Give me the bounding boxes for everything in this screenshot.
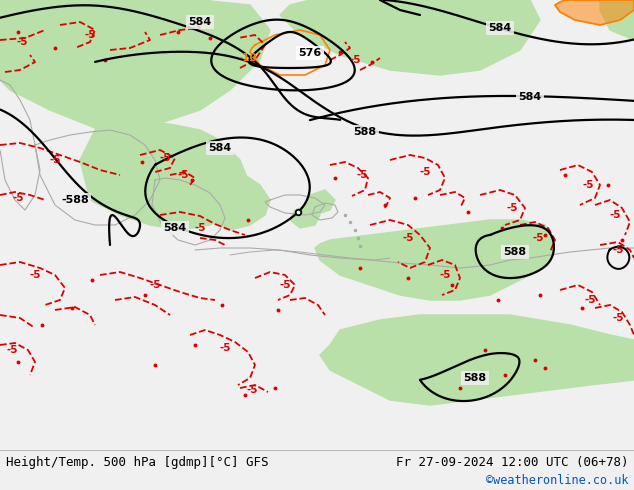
Text: -5: -5	[178, 170, 189, 180]
Text: -5: -5	[419, 167, 430, 177]
Text: -5: -5	[439, 270, 451, 280]
Text: -5: -5	[49, 155, 61, 165]
Text: -5: -5	[533, 233, 544, 243]
Text: -5: -5	[12, 193, 23, 203]
Text: -10: -10	[238, 53, 257, 63]
Text: -5: -5	[84, 30, 96, 40]
Text: -5: -5	[149, 280, 161, 290]
Text: -5: -5	[612, 313, 624, 323]
Text: 588: 588	[463, 373, 486, 383]
Text: -5: -5	[194, 223, 206, 233]
Text: -5: -5	[159, 153, 171, 163]
Polygon shape	[290, 205, 320, 228]
Text: -588: -588	[61, 195, 89, 205]
Text: 588: 588	[503, 247, 527, 257]
Text: ©weatheronline.co.uk: ©weatheronline.co.uk	[486, 473, 628, 487]
Text: -5: -5	[612, 245, 624, 255]
Text: 584: 584	[164, 223, 186, 233]
Polygon shape	[315, 220, 555, 300]
Text: -5: -5	[219, 343, 231, 353]
Polygon shape	[0, 0, 120, 115]
Text: 584: 584	[519, 92, 541, 102]
Polygon shape	[555, 0, 634, 25]
Text: -5: -5	[279, 280, 291, 290]
Polygon shape	[185, 175, 270, 230]
Polygon shape	[0, 0, 270, 130]
Text: 588: 588	[353, 127, 377, 137]
Polygon shape	[600, 0, 634, 40]
Text: -5: -5	[6, 345, 18, 355]
Text: -5: -5	[356, 170, 368, 180]
Polygon shape	[305, 190, 335, 215]
Text: -5: -5	[29, 270, 41, 280]
Text: -5: -5	[507, 203, 518, 213]
Text: 584: 584	[209, 143, 231, 153]
Text: -5: -5	[585, 295, 596, 305]
Text: Height/Temp. 500 hPa [gdmp][°C] GFS: Height/Temp. 500 hPa [gdmp][°C] GFS	[6, 456, 269, 468]
Text: -5: -5	[246, 385, 258, 395]
Text: -5: -5	[16, 37, 28, 47]
Text: 576: 576	[299, 48, 321, 58]
Text: -5: -5	[349, 55, 361, 65]
Text: Fr 27-09-2024 12:00 UTC (06+78): Fr 27-09-2024 12:00 UTC (06+78)	[396, 456, 628, 468]
Text: -5: -5	[609, 210, 621, 220]
Text: 584: 584	[488, 23, 512, 33]
Text: -5: -5	[402, 233, 414, 243]
Text: -5: -5	[582, 180, 594, 190]
Text: 584: 584	[188, 17, 212, 27]
Polygon shape	[80, 120, 250, 230]
Polygon shape	[0, 0, 150, 100]
Polygon shape	[320, 315, 634, 405]
Polygon shape	[280, 0, 540, 75]
Polygon shape	[0, 0, 230, 120]
